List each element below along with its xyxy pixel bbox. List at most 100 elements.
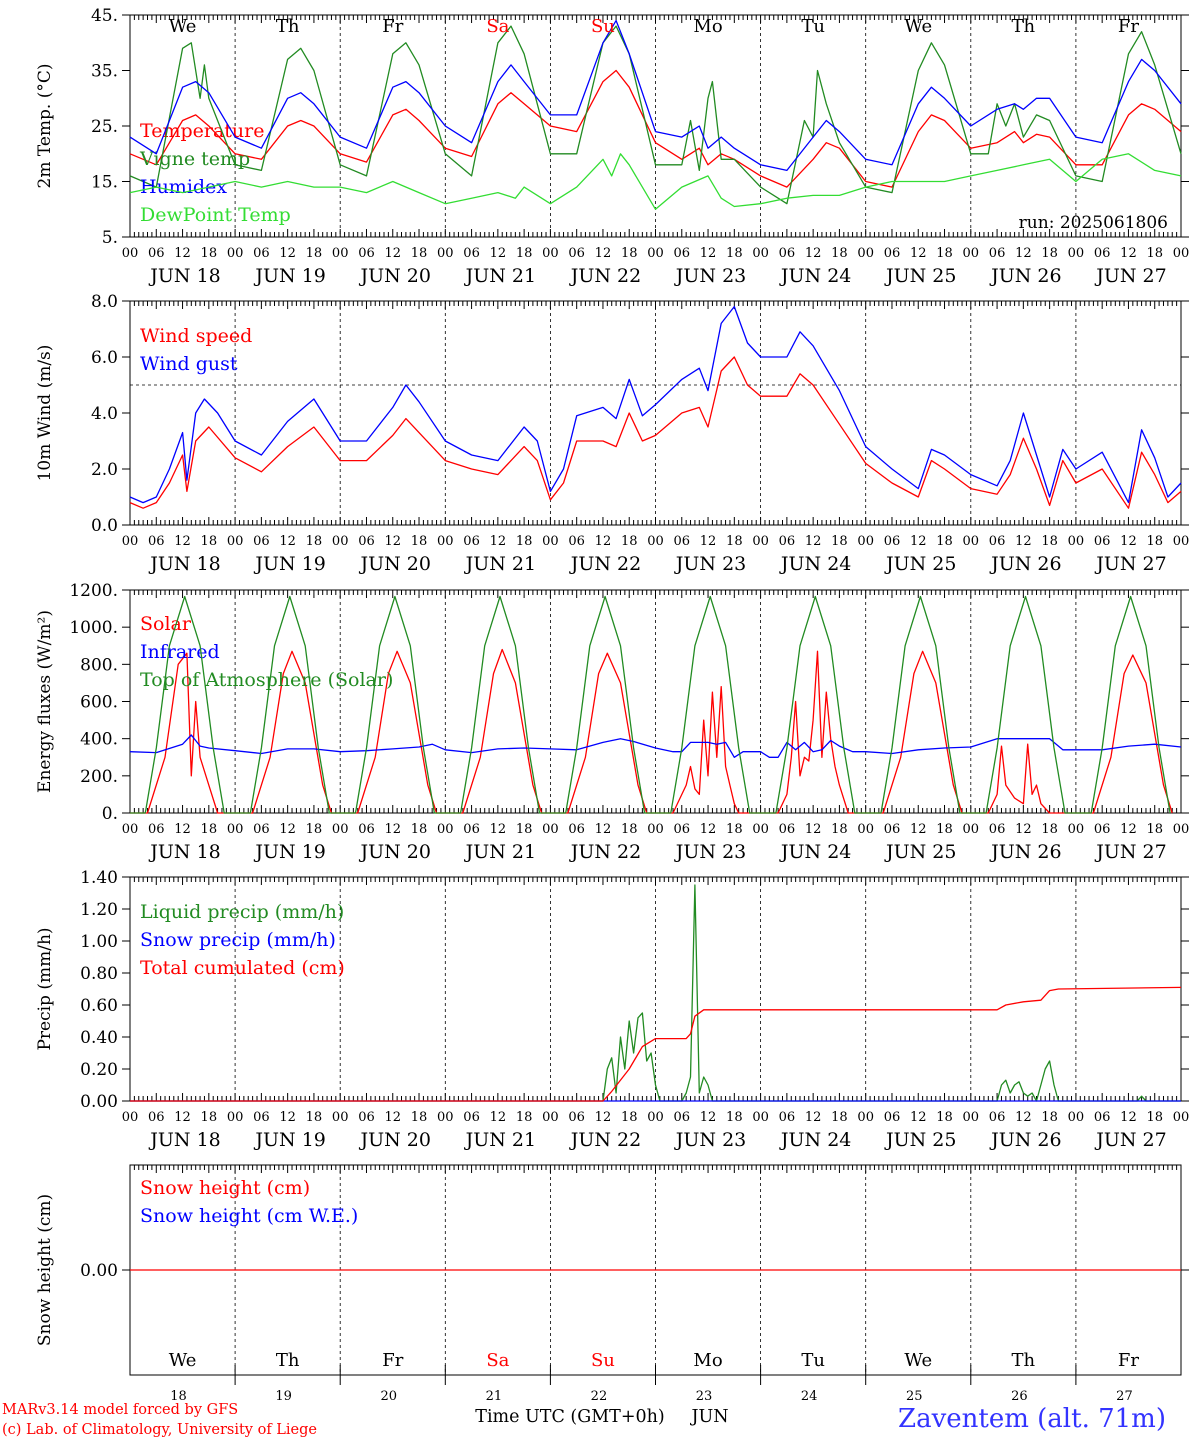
series-line-temperature bbox=[129, 69, 1182, 188]
hour-label: 06 bbox=[358, 246, 375, 261]
hour-label: 06 bbox=[779, 534, 796, 549]
hour-label: 00 bbox=[647, 822, 664, 837]
hour-label: 00 bbox=[752, 534, 769, 549]
legend-entry: Liquid precip (mm/h) bbox=[140, 901, 344, 923]
y-axis-label: Snow height (cm) bbox=[35, 1194, 55, 1346]
hour-label: 00 bbox=[647, 1110, 664, 1125]
hour-label: 06 bbox=[148, 1110, 165, 1125]
day-of-week-label: Su bbox=[591, 1350, 615, 1371]
hour-label: 12 bbox=[384, 822, 401, 837]
day-number-label: 25 bbox=[906, 1389, 923, 1404]
hour-label: 00 bbox=[647, 246, 664, 261]
day-of-week-label: We bbox=[169, 1350, 197, 1371]
hour-label: 06 bbox=[568, 822, 585, 837]
date-label: JUN 24 bbox=[779, 841, 851, 863]
legend-entry: Snow precip (mm/h) bbox=[140, 929, 336, 951]
hour-label: 00 bbox=[542, 1110, 559, 1125]
date-label: JUN 19 bbox=[253, 553, 325, 575]
date-label: JUN 23 bbox=[674, 265, 746, 287]
hour-label: 12 bbox=[384, 246, 401, 261]
date-label: JUN 24 bbox=[779, 553, 851, 575]
hour-label: 18 bbox=[726, 822, 743, 837]
day-of-week-label: Mo bbox=[693, 1350, 722, 1371]
y-axis-label: 2m Temp. (°C) bbox=[35, 63, 55, 188]
hour-label: 06 bbox=[148, 822, 165, 837]
hour-label: 12 bbox=[595, 246, 612, 261]
date-label: JUN 26 bbox=[989, 553, 1061, 575]
hour-label: 00 bbox=[1173, 822, 1190, 837]
hour-label: 06 bbox=[568, 1110, 585, 1125]
hour-label: 18 bbox=[411, 1110, 428, 1125]
hour-label: 00 bbox=[437, 1110, 454, 1125]
date-label: JUN 26 bbox=[989, 1129, 1061, 1151]
series-line-top-of-atmosphere-solar- bbox=[130, 595, 1171, 814]
date-label: JUN 27 bbox=[1094, 265, 1166, 287]
day-of-week-label: Fr bbox=[1118, 1350, 1139, 1371]
hour-label: 06 bbox=[568, 246, 585, 261]
day-number-label: 18 bbox=[170, 1389, 187, 1404]
series-line-dewpoint-temp bbox=[129, 153, 1182, 210]
series-line-wind-gust bbox=[129, 305, 1182, 504]
station-name: Zaventem (alt. 71m) bbox=[898, 1404, 1166, 1434]
hour-label: 12 bbox=[700, 534, 717, 549]
hour-label: 06 bbox=[358, 822, 375, 837]
y-tick-label: 25. bbox=[91, 117, 118, 137]
y-tick-label: 8.0 bbox=[91, 292, 118, 312]
date-label: JUN 21 bbox=[464, 553, 536, 575]
day-number-label: 19 bbox=[275, 1389, 292, 1404]
day-number-label: 20 bbox=[380, 1389, 397, 1404]
hour-label: 12 bbox=[279, 534, 296, 549]
hour-label: 00 bbox=[1173, 1110, 1190, 1125]
hour-label: 00 bbox=[332, 534, 349, 549]
y-tick-label: 0.0 bbox=[91, 516, 118, 536]
date-label: JUN 21 bbox=[464, 265, 536, 287]
day-of-week-label: Su bbox=[591, 16, 615, 37]
day-of-week-label: Tu bbox=[801, 16, 825, 37]
hour-label: 18 bbox=[726, 1110, 743, 1125]
date-label: JUN 27 bbox=[1094, 841, 1166, 863]
hour-label: 12 bbox=[1015, 534, 1032, 549]
day-of-week-label: Sa bbox=[486, 1350, 509, 1371]
hour-label: 06 bbox=[884, 246, 901, 261]
x-axis-month: JUN bbox=[689, 1407, 728, 1427]
hour-label: 18 bbox=[621, 1110, 638, 1125]
y-tick-label: 600. bbox=[80, 693, 118, 713]
date-label: JUN 18 bbox=[148, 1129, 220, 1151]
hour-label: 12 bbox=[805, 1110, 822, 1125]
y-tick-label: 1200. bbox=[69, 581, 118, 601]
hour-label: 12 bbox=[279, 246, 296, 261]
series-line-humidex bbox=[129, 19, 1182, 172]
hour-label: 00 bbox=[542, 246, 559, 261]
legend-entry: Solar bbox=[140, 613, 192, 635]
hour-ticks bbox=[129, 877, 1182, 1101]
date-label: JUN 19 bbox=[253, 1129, 325, 1151]
hour-label: 00 bbox=[122, 534, 139, 549]
day-of-week-label: Tu bbox=[801, 1350, 825, 1371]
day-number-label: 21 bbox=[486, 1389, 503, 1404]
hour-label: 00 bbox=[857, 534, 874, 549]
hour-label: 06 bbox=[989, 822, 1006, 837]
hour-label: 00 bbox=[752, 246, 769, 261]
y-tick-label: 1000. bbox=[69, 618, 118, 638]
panel-1: 45. 35. 25. 15. 5. 2m Temp. (°C) Temperature Vi… bbox=[35, 6, 1189, 287]
hour-label: 18 bbox=[1041, 1110, 1058, 1125]
credit-line-2: (c) Lab. of Climatology, University of L… bbox=[2, 1422, 317, 1438]
series-line-infrared bbox=[129, 734, 1182, 758]
run-label: run: 2025061806 bbox=[1019, 213, 1168, 233]
day-number-label: 27 bbox=[1116, 1389, 1133, 1404]
hour-label: 18 bbox=[831, 1110, 848, 1125]
y-axis-label: Energy fluxes (W/m²) bbox=[35, 610, 55, 793]
hour-label: 12 bbox=[1120, 534, 1137, 549]
hour-label: 00 bbox=[332, 1110, 349, 1125]
panel-4: 1.40 1.20 1.00 0.80 0.60 0.40 0.20 0.00 Precip (… bbox=[35, 868, 1189, 1151]
hour-label: 00 bbox=[1068, 534, 1085, 549]
y-tick-label: 1.20 bbox=[80, 900, 118, 920]
legend-entry: DewPoint Temp bbox=[140, 204, 291, 226]
hour-label: 12 bbox=[279, 1110, 296, 1125]
day-of-week-label: Mo bbox=[693, 16, 722, 37]
hour-label: 06 bbox=[884, 822, 901, 837]
y-tick-label: 0.40 bbox=[80, 1028, 118, 1048]
hour-label: 00 bbox=[1068, 822, 1085, 837]
legend-entry: Humidex bbox=[140, 176, 227, 198]
